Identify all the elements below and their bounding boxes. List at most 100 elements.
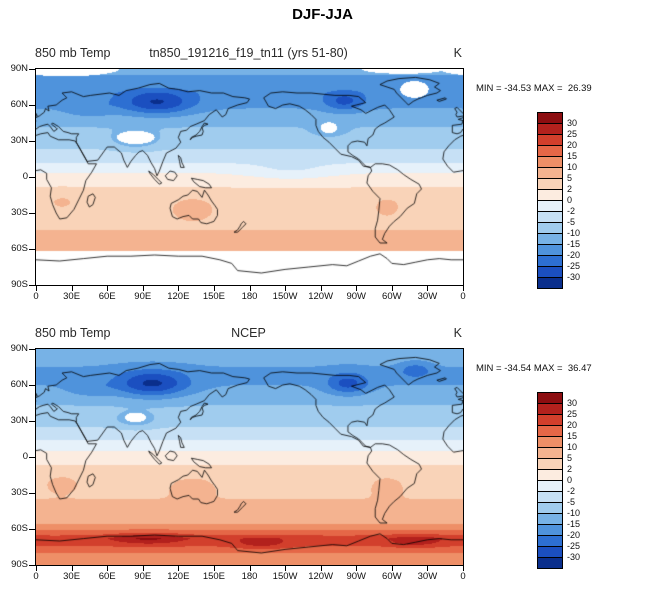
colorbar-level-label: 10 [567, 162, 578, 172]
y-axis-tick [29, 385, 35, 386]
x-axis-tick [71, 286, 73, 291]
x-axis-tick [391, 566, 393, 571]
x-axis-tick [71, 566, 73, 571]
x-axis-tick-label: 90W [346, 291, 367, 302]
colorbar-level-label: -15 [567, 519, 581, 529]
panel-center-title: tn850_191216_f19_tn11 (yrs 51-80) [149, 46, 348, 60]
panel-units-label: K [453, 326, 462, 340]
x-axis-tick [427, 566, 429, 571]
x-axis-tick [427, 286, 429, 291]
colorbar-level-label: -5 [567, 217, 576, 227]
figure-title: DJF-JJA [292, 6, 353, 23]
y-axis-tick-label: 0 [22, 171, 28, 182]
y-axis-tick-label: 30S [11, 207, 28, 218]
map-plot-frame [35, 68, 464, 286]
colorbar-level-label: 2 [567, 184, 573, 194]
colorbar-level-label: 25 [567, 129, 578, 139]
y-axis-tick [29, 69, 35, 70]
colorbar-level-label: -30 [567, 272, 581, 282]
y-axis-tick [29, 421, 35, 422]
y-axis-tick-label: 90N [10, 343, 28, 354]
x-axis-tick [285, 286, 287, 291]
x-axis-tick-label: 60E [98, 291, 116, 302]
x-axis-tick [36, 286, 37, 291]
colorbar [537, 112, 563, 289]
y-axis-tick-label: 60S [11, 243, 28, 254]
x-axis-tick [36, 566, 37, 571]
x-axis-tick [107, 566, 109, 571]
x-axis-tick-label: 0 [460, 291, 466, 302]
y-axis-tick [29, 457, 35, 458]
y-axis-tick [29, 493, 35, 494]
x-axis-tick-label: 90E [134, 291, 152, 302]
colorbar-level-label: -10 [567, 508, 581, 518]
y-axis-tick-label: 60S [11, 523, 28, 534]
colorbar-level-label: -5 [567, 497, 576, 507]
x-axis-tick [213, 286, 215, 291]
x-axis-tick-label: 120E [167, 571, 190, 582]
x-axis-tick-label: 180 [241, 571, 258, 582]
colorbar-level-label: 2 [567, 464, 573, 474]
panel-left-title: 850 mb Temp [35, 326, 111, 340]
x-axis-tick [391, 286, 393, 291]
x-axis-tick [178, 566, 180, 571]
y-axis-tick-label: 90S [11, 559, 28, 570]
x-axis-tick-label: 0 [33, 291, 39, 302]
colorbar-level-label: -25 [567, 541, 581, 551]
colorbar-level-label: 10 [567, 442, 578, 452]
x-axis-tick-label: 150E [202, 571, 225, 582]
x-axis-tick-label: 150W [272, 291, 298, 302]
x-axis-tick-label: 30E [63, 291, 81, 302]
y-axis-tick-label: 30N [10, 415, 28, 426]
x-axis-tick [320, 566, 322, 571]
x-axis-tick [285, 566, 287, 571]
x-axis-tick [356, 286, 358, 291]
map-plot-frame [35, 348, 464, 566]
colorbar-level-label: 30 [567, 398, 578, 408]
x-axis-tick [178, 286, 180, 291]
colorbar-level-label: 5 [567, 173, 573, 183]
colorbar-level-label: 15 [567, 151, 578, 161]
colorbar-level-label: 0 [567, 475, 573, 485]
y-axis-tick [29, 213, 35, 214]
y-axis-tick-label: 0 [22, 451, 28, 462]
colorbar-level-label: -15 [567, 239, 581, 249]
colorbar-level-label: 5 [567, 453, 573, 463]
x-axis-tick [463, 286, 464, 291]
x-axis-tick [463, 566, 464, 571]
x-axis-tick-label: 60E [98, 571, 116, 582]
x-axis-tick [142, 286, 144, 291]
x-axis-tick-label: 60W [382, 571, 402, 582]
colorbar-level-label: -25 [567, 261, 581, 271]
x-axis-tick [249, 566, 251, 571]
x-axis-tick [107, 286, 109, 291]
y-axis-tick [29, 141, 35, 142]
x-axis-tick-label: 60W [382, 291, 402, 302]
x-axis-tick-label: 180 [241, 291, 258, 302]
y-axis-tick-label: 60N [10, 379, 28, 390]
x-axis-tick-label: 0 [460, 571, 466, 582]
x-axis-tick-label: 30E [63, 571, 81, 582]
x-axis-tick-label: 150E [202, 291, 225, 302]
colorbar-level-label: 20 [567, 420, 578, 430]
panel-units-label: K [453, 46, 462, 60]
colorbar-level-label: -20 [567, 530, 581, 540]
minmax-label: MIN = -34.54 MAX = 36.47 [476, 363, 592, 374]
x-axis-tick-label: 30W [417, 571, 438, 582]
colorbar-level-label: -2 [567, 206, 576, 216]
x-axis-tick-label: 120W [308, 571, 334, 582]
y-axis-tick [29, 105, 35, 106]
map-canvas [36, 69, 463, 285]
minmax-label: MIN = -34.53 MAX = 26.39 [476, 83, 592, 94]
y-axis-tick-label: 90S [11, 279, 28, 290]
x-axis-tick-label: 0 [33, 571, 39, 582]
colorbar [537, 392, 563, 569]
colorbar-level-label: -2 [567, 486, 576, 496]
colorbar-level-label: -20 [567, 250, 581, 260]
y-axis-tick [29, 285, 35, 286]
colorbar-level-label: 30 [567, 118, 578, 128]
y-axis-tick [29, 249, 35, 250]
x-axis-tick-label: 120W [308, 291, 334, 302]
colorbar-level-label: -10 [567, 228, 581, 238]
